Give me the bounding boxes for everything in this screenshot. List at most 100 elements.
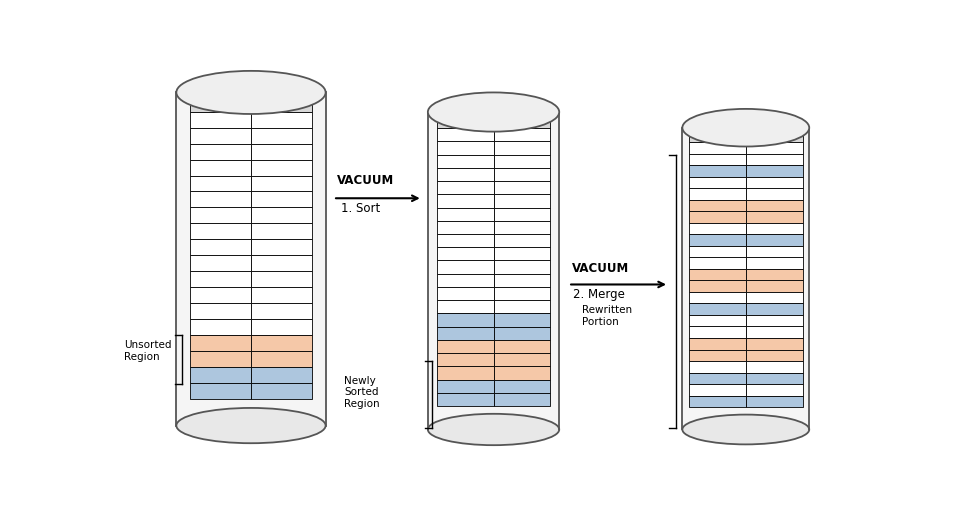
Polygon shape xyxy=(494,221,550,234)
Polygon shape xyxy=(437,181,494,194)
Polygon shape xyxy=(745,200,802,211)
Polygon shape xyxy=(428,112,560,430)
Polygon shape xyxy=(251,208,312,223)
Polygon shape xyxy=(437,247,494,261)
Polygon shape xyxy=(437,128,494,142)
Polygon shape xyxy=(745,350,802,361)
Polygon shape xyxy=(494,247,550,261)
Polygon shape xyxy=(251,271,312,287)
Polygon shape xyxy=(251,176,312,191)
Polygon shape xyxy=(690,350,745,361)
Polygon shape xyxy=(494,393,550,406)
Text: Unsorted
Region: Unsorted Region xyxy=(124,341,171,362)
Ellipse shape xyxy=(428,93,560,132)
Polygon shape xyxy=(690,211,745,223)
Polygon shape xyxy=(494,353,550,366)
Polygon shape xyxy=(690,130,745,142)
Polygon shape xyxy=(745,223,802,234)
Polygon shape xyxy=(251,128,312,144)
Polygon shape xyxy=(690,395,745,407)
Polygon shape xyxy=(494,287,550,300)
Ellipse shape xyxy=(428,414,560,445)
Polygon shape xyxy=(437,327,494,340)
Polygon shape xyxy=(494,155,550,168)
Polygon shape xyxy=(437,353,494,366)
Polygon shape xyxy=(745,303,802,315)
Polygon shape xyxy=(251,287,312,303)
Polygon shape xyxy=(745,177,802,188)
Polygon shape xyxy=(745,188,802,200)
Polygon shape xyxy=(690,280,745,292)
Polygon shape xyxy=(437,314,494,327)
Polygon shape xyxy=(494,128,550,142)
Polygon shape xyxy=(494,366,550,380)
Polygon shape xyxy=(690,269,745,280)
Polygon shape xyxy=(437,221,494,234)
Polygon shape xyxy=(745,326,802,338)
Polygon shape xyxy=(251,367,312,383)
Polygon shape xyxy=(494,234,550,247)
Polygon shape xyxy=(745,154,802,165)
Polygon shape xyxy=(494,380,550,393)
Polygon shape xyxy=(690,223,745,234)
Polygon shape xyxy=(251,239,312,256)
Polygon shape xyxy=(190,144,251,159)
Polygon shape xyxy=(690,292,745,303)
Polygon shape xyxy=(494,314,550,327)
Polygon shape xyxy=(494,142,550,155)
Polygon shape xyxy=(251,111,312,128)
Ellipse shape xyxy=(683,415,809,444)
Polygon shape xyxy=(437,194,494,208)
Polygon shape xyxy=(437,366,494,380)
Polygon shape xyxy=(745,292,802,303)
Polygon shape xyxy=(494,261,550,274)
Polygon shape xyxy=(690,200,745,211)
Polygon shape xyxy=(190,159,251,176)
Polygon shape xyxy=(251,159,312,176)
Polygon shape xyxy=(690,246,745,258)
Polygon shape xyxy=(437,155,494,168)
Polygon shape xyxy=(251,96,312,111)
Polygon shape xyxy=(437,208,494,221)
Polygon shape xyxy=(190,335,251,351)
Polygon shape xyxy=(690,315,745,326)
Polygon shape xyxy=(494,300,550,314)
Ellipse shape xyxy=(176,71,325,114)
Polygon shape xyxy=(494,327,550,340)
Text: VACUUM: VACUUM xyxy=(572,262,629,275)
Polygon shape xyxy=(690,373,745,384)
Polygon shape xyxy=(690,188,745,200)
Polygon shape xyxy=(437,261,494,274)
Polygon shape xyxy=(683,128,809,430)
Polygon shape xyxy=(745,338,802,350)
Ellipse shape xyxy=(176,408,325,443)
Text: Newly
Sorted
Region: Newly Sorted Region xyxy=(345,376,379,409)
Polygon shape xyxy=(190,367,251,383)
Polygon shape xyxy=(690,165,745,177)
Polygon shape xyxy=(190,111,251,128)
Ellipse shape xyxy=(683,109,809,147)
Polygon shape xyxy=(690,361,745,373)
Polygon shape xyxy=(745,361,802,373)
Polygon shape xyxy=(190,239,251,256)
Polygon shape xyxy=(190,191,251,208)
Polygon shape xyxy=(745,373,802,384)
Polygon shape xyxy=(251,144,312,159)
Polygon shape xyxy=(745,315,802,326)
Polygon shape xyxy=(745,165,802,177)
Polygon shape xyxy=(251,223,312,239)
Polygon shape xyxy=(190,128,251,144)
Polygon shape xyxy=(690,303,745,315)
Polygon shape xyxy=(190,208,251,223)
Polygon shape xyxy=(494,274,550,287)
Polygon shape xyxy=(251,383,312,399)
Polygon shape xyxy=(437,300,494,314)
Polygon shape xyxy=(494,115,550,128)
Polygon shape xyxy=(437,287,494,300)
Polygon shape xyxy=(745,269,802,280)
Polygon shape xyxy=(437,393,494,406)
Polygon shape xyxy=(437,274,494,287)
Polygon shape xyxy=(745,211,802,223)
Polygon shape xyxy=(251,256,312,271)
Polygon shape xyxy=(494,168,550,181)
